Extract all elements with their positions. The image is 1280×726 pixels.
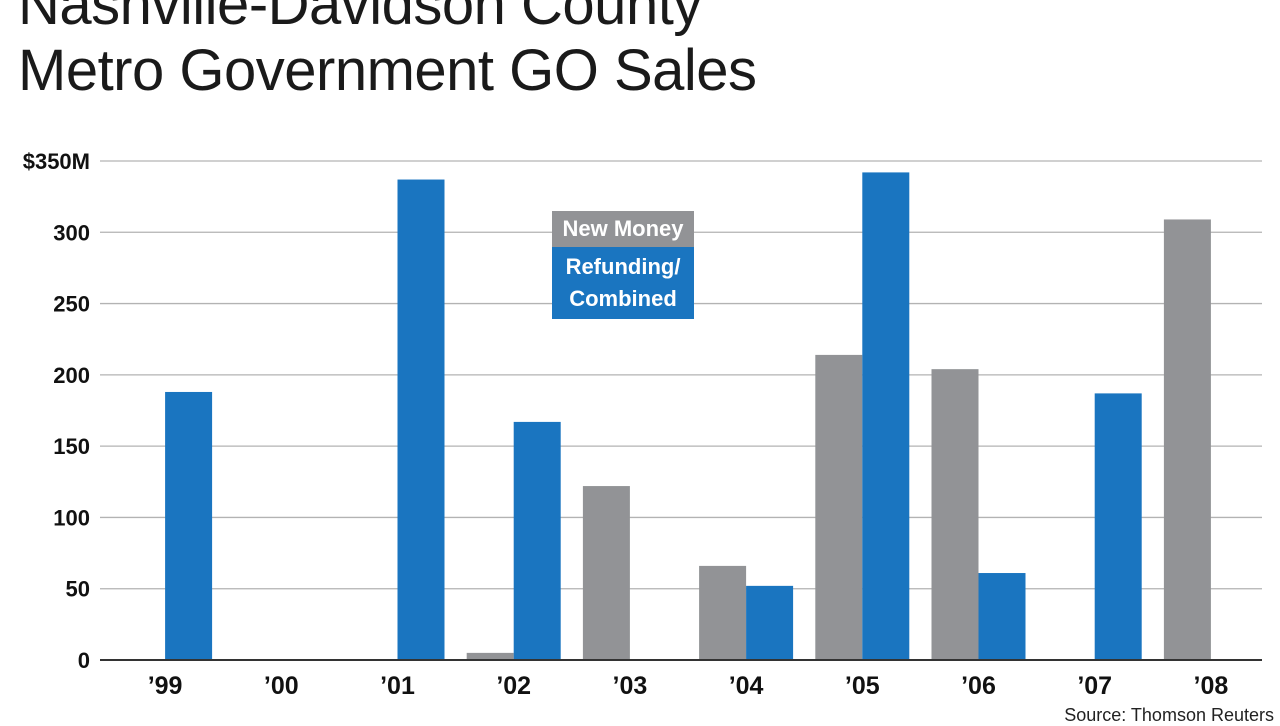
bar-new-money (466, 652, 514, 660)
x-tick-label: ’04 (729, 672, 764, 700)
x-tick-label: ’99 (148, 672, 183, 700)
legend-refunding-label-line-1: Refunding/ (565, 254, 681, 279)
bar-refunding (513, 421, 561, 660)
bar-new-money (582, 486, 630, 660)
bar-new-money (931, 369, 979, 660)
x-tick-label: ’02 (496, 672, 531, 700)
legend-refunding-combined: Refunding/ Combined (552, 247, 694, 319)
chart-title-line-1: Nashville-Davidson County (18, 0, 702, 37)
y-tick-label: 200 (53, 363, 90, 388)
x-tick-label: ’07 (1077, 672, 1112, 700)
y-tick-label: 100 (53, 505, 90, 530)
x-tick-label: ’08 (1194, 672, 1229, 700)
bars (165, 172, 1211, 661)
x-tick-label: ’00 (264, 672, 299, 700)
y-axis-ticks: 0 50 100 150 200 250 300 $350M (23, 149, 90, 673)
x-tick-label: ’05 (845, 672, 880, 700)
source-note: Source: Thomson Reuters (1064, 705, 1274, 725)
legend-new-money-label: New Money (562, 216, 684, 241)
x-tick-label: ’06 (961, 672, 996, 700)
y-tick-label: 250 (53, 292, 90, 317)
x-tick-label: ’03 (613, 672, 648, 700)
x-axis-ticks: ’99 ’00 ’01 ’02 ’03 ’04 ’05 ’06 ’07 ’08 (148, 672, 1229, 700)
y-tick-label: $350M (23, 149, 90, 174)
legend-refunding-label-line-2: Combined (569, 286, 677, 311)
bar-refunding (1094, 393, 1142, 660)
bar-refunding (862, 172, 910, 661)
y-tick-label: 50 (66, 577, 90, 602)
bar-refunding (978, 573, 1026, 660)
bar-new-money (699, 565, 747, 660)
bar-refunding (746, 585, 794, 660)
x-tick-label: ’01 (380, 672, 415, 700)
chart-title: Nashville-Davidson County Metro Governme… (18, 0, 757, 104)
legend-new-money: New Money (552, 211, 694, 247)
chart-title-line-2: Metro Government GO Sales (18, 38, 757, 103)
y-tick-label: 300 (53, 220, 90, 245)
y-tick-label: 0 (78, 648, 90, 673)
bar-new-money (815, 354, 863, 660)
bar-new-money (1163, 219, 1211, 660)
y-tick-label: 150 (53, 434, 90, 459)
bar-refunding (397, 179, 445, 660)
gridlines (100, 160, 1262, 590)
bar-refunding (165, 391, 213, 660)
